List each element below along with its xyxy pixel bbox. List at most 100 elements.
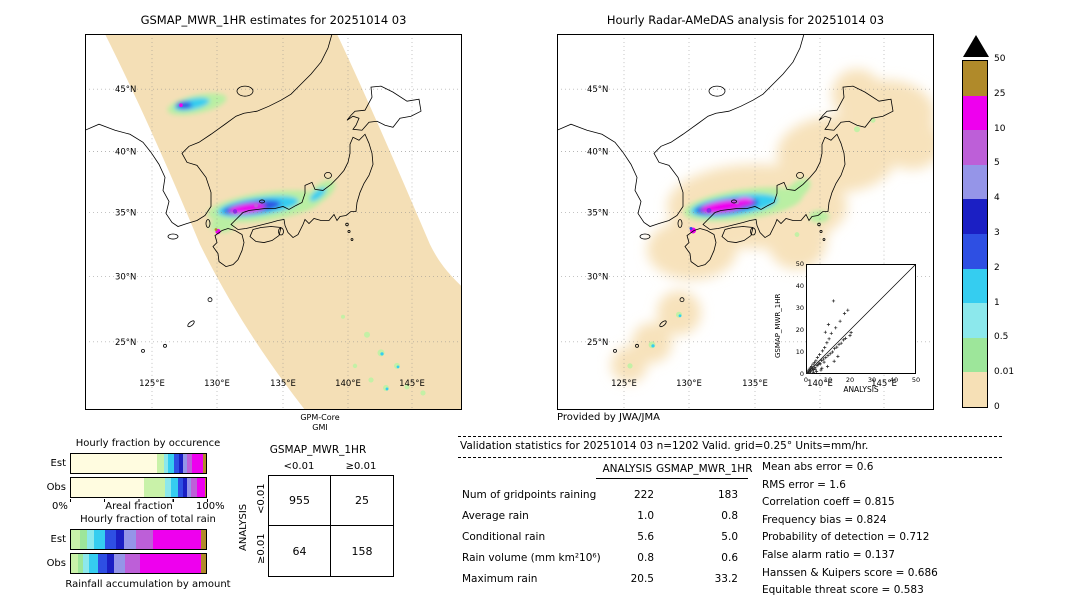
bar-segment [139,554,201,573]
total-rain-obs-label: Obs [46,558,66,569]
score-line: RMS error = 1.6 [762,478,846,491]
lat-tick: 25°N [115,338,136,348]
identity-line [806,264,916,374]
contingency-grid: 955 25 64 158 [268,475,394,577]
scatter-point [831,299,836,303]
lat-tick: 40°N [115,147,136,157]
scatter-point [844,336,848,340]
bar-segment [123,530,136,549]
lat-tick: 35°N [587,208,608,218]
colorbar-tick-label: 0.5 [994,332,1009,343]
colorbar [962,60,988,408]
bar-segment [170,478,178,497]
bar-segment [114,554,125,573]
bar-segment [77,554,84,573]
validation-table: Num of gridpoints raining 222 183 Average r… [462,484,748,589]
scatter-point [812,360,816,365]
scatter-point [823,330,827,334]
right-map-title: Hourly Radar-AMeDAS analysis for 2025101… [606,13,885,27]
bar-segment [200,554,206,573]
scatter-point [815,355,820,360]
colorbar-tick-label: 5 [994,158,1000,169]
sensor-caption-line1: GPM-Core [300,413,340,422]
lon-tick: 125°E [139,379,165,389]
bar-segment [200,530,206,549]
lon-tick: 140°E [335,379,361,389]
contingency-cell-01: 25 [331,476,393,526]
contingency-cell-00: 955 [269,476,331,526]
bar-segment [173,454,179,473]
bar-segment [191,478,197,497]
validation-col-analysis: ANALYSIS [602,463,652,475]
bar-segment [143,478,166,497]
scatter-point [818,362,822,366]
scatter-point [823,346,827,350]
bar-segment [165,478,171,497]
colorbar-tick-label: 50 [994,54,1006,64]
scatter-point [832,359,836,363]
left-map-title: GSMAP_MWR_1HR estimates for 20251014 03 [140,13,407,27]
colorbar-labels: 50 25 10 5 4 3 2 1 0.5 0.01 0 [994,54,1034,414]
validation-gsmap-value: 0.6 [721,551,738,564]
inset-x-tick: 40 [889,376,899,384]
colorbar-segment [963,199,987,234]
sensor-caption-line2: GMI [312,423,328,432]
validation-row-label: Rain volume (mm km²10⁶) [462,551,601,564]
inset-x-tick: 10 [823,376,833,384]
bar-segment [204,478,206,497]
contingency-row-label-lt: <0.01 [256,483,267,514]
inset-y-tick: 0 [799,370,804,378]
scatter-point [833,347,837,351]
bar-segment [135,530,154,549]
bar-segment [164,454,169,473]
validation-analysis-value: 0.8 [637,551,654,564]
lat-tick: 45°N [115,85,136,95]
contingency-row-label-ge: ≥0.01 [256,533,267,564]
colorbar-tick-label: 10 [994,123,1006,134]
inset-y-tick: 30 [795,304,804,312]
validation-gsmap-value: 0.8 [721,509,738,522]
scatter-point [819,368,823,372]
lat-tick: 30°N [115,273,136,283]
colorbar-segment [963,130,987,165]
colorbar-tick-label: 3 [994,228,1000,238]
bar-segment [97,554,108,573]
colorbar-segment [963,337,987,373]
scatter-point [829,331,833,335]
scatter-point [822,360,826,364]
bar-segment [71,478,144,497]
validation-divider-top [458,436,1002,437]
lon-tick: 140°E [807,379,833,389]
scatter-point [825,341,829,345]
total-rain-est-bar [70,529,207,550]
bar-segment [178,454,184,473]
colorbar-overflow-triangle [963,35,989,57]
inset-scatter-points [806,299,853,374]
validation-analysis-value: 5.6 [637,530,654,543]
bar-segment [153,530,201,549]
inset-x-tick: 30 [867,376,877,384]
left-map-tick-labels: 45°N 40°N 35°N 30°N 25°N 125°E 130°E 135… [115,85,425,389]
lat-tick: 35°N [115,208,136,218]
validation-gsmap-value: 183 [717,488,738,501]
lon-tick: 145°E [399,379,425,389]
inset-x-tick: 20 [845,376,855,384]
bar-segment [80,530,88,549]
lon-tick: 135°E [270,379,296,389]
scatter-point [830,350,834,354]
scatter-point [828,352,832,356]
lon-tick: 130°E [204,379,230,389]
validation-row: Num of gridpoints raining 222 183 [462,484,748,505]
bar-segment [183,454,188,473]
bar-segment [203,454,206,473]
right-map-tick-labels: 45°N 40°N 35°N 30°N 25°N 125°E 130°E 135… [587,85,897,389]
validation-row-label: Conditional rain [462,530,546,543]
scatter-point [814,359,818,363]
bar-segment [71,554,78,573]
map-border [85,34,462,410]
total-rain-footer: Rainfall accumulation by amount [65,579,231,590]
contingency-col-label-lt: <0.01 [283,461,315,472]
contingency-cell-10: 64 [269,526,331,576]
occurrence-axis-ticks [70,499,208,502]
scatter-point [836,354,840,358]
